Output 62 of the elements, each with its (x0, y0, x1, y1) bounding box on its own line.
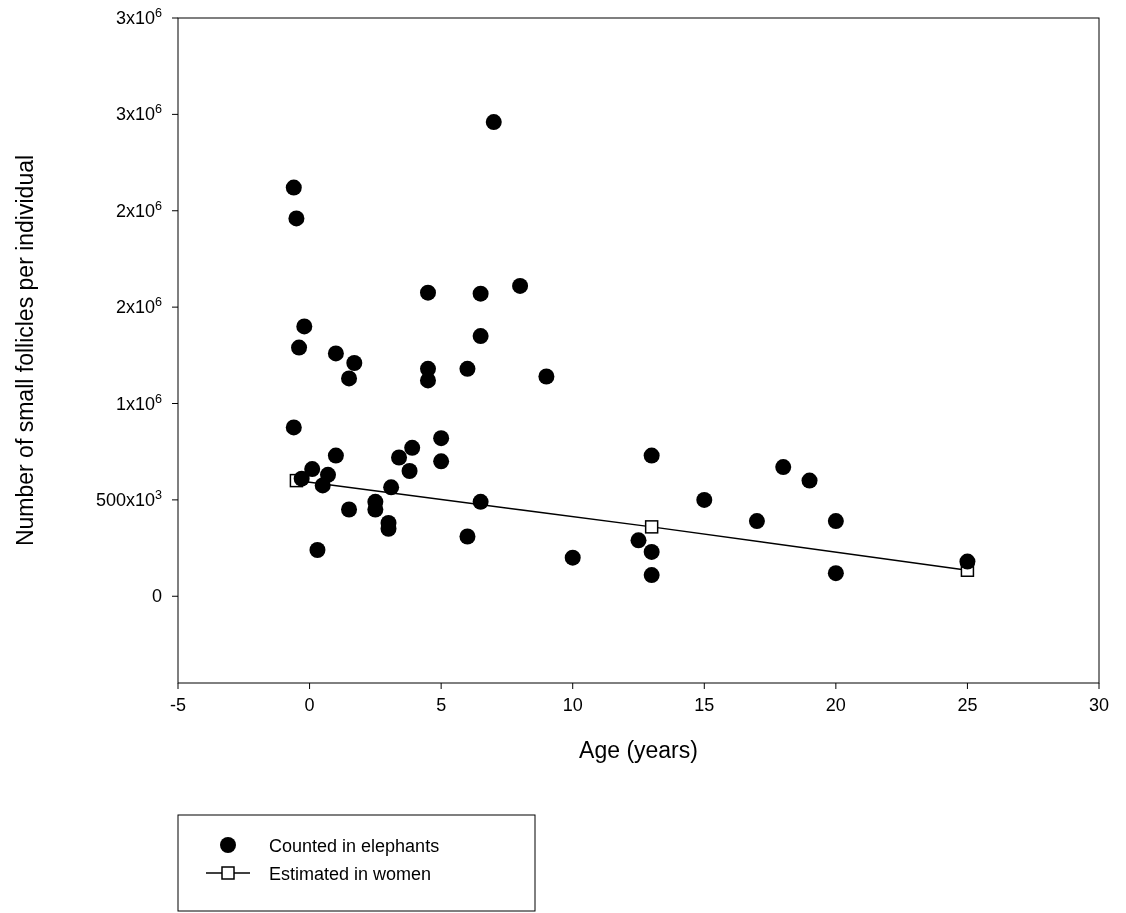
y-tick-label: 0 (151, 586, 162, 607)
point (401, 462, 418, 479)
point (472, 493, 489, 510)
point (630, 532, 647, 549)
point (472, 328, 489, 345)
point (433, 453, 450, 470)
x-tick-label: 30 (1088, 695, 1110, 715)
point (564, 549, 581, 566)
point (959, 553, 976, 570)
point (346, 355, 363, 372)
point (327, 447, 344, 464)
x-tick-label: 10 (562, 695, 583, 715)
x-tick-label: 20 (825, 695, 846, 715)
point (285, 419, 302, 436)
point (748, 513, 765, 530)
x-tick-label: 5 (436, 695, 447, 715)
point (309, 542, 326, 558)
point (341, 370, 358, 387)
y-tick-label: 3x10$^{6}$ (115, 102, 162, 125)
point (288, 210, 305, 227)
point (304, 461, 321, 478)
x-tick-label: -5 (169, 695, 187, 715)
point (827, 565, 844, 582)
point (383, 479, 400, 496)
x-tick-label: 25 (957, 695, 978, 715)
point (696, 491, 713, 508)
point (643, 543, 660, 560)
x-tick-label: 15 (694, 695, 715, 715)
point (643, 447, 660, 464)
point (827, 513, 844, 530)
y-tick-label: 2x10$^{6}$ (115, 198, 162, 221)
x-tick-label: 0 (304, 695, 315, 715)
point (391, 449, 408, 466)
legend-label: Estimated in women (269, 864, 432, 884)
y-tick-label: 500x10$^{3}$ (95, 487, 162, 510)
point (485, 114, 502, 131)
y-tick-label: 1x10$^{6}$ (115, 391, 162, 414)
y-tick-label: 3x10$^{6}$ (115, 6, 162, 28)
point (291, 339, 308, 356)
point (643, 567, 660, 584)
point (419, 284, 436, 301)
x-axis-title: Age (years) (579, 737, 698, 763)
y-axis-title: Number of small follicles per individual (12, 154, 38, 547)
point (459, 528, 476, 545)
point (512, 277, 529, 294)
point (801, 472, 818, 489)
point (472, 285, 489, 302)
point (327, 345, 344, 362)
point (293, 470, 310, 487)
legend-label: Counted in elephants (269, 836, 440, 856)
point (459, 360, 476, 377)
point (775, 459, 792, 476)
point (296, 318, 313, 335)
point (341, 501, 358, 518)
point (419, 372, 436, 389)
y-tick-label: 2x10$^{6}$ (115, 295, 162, 318)
point (433, 430, 450, 447)
point (644, 520, 659, 534)
point (314, 477, 331, 494)
point (285, 179, 302, 196)
point (538, 368, 555, 385)
point (404, 439, 421, 456)
